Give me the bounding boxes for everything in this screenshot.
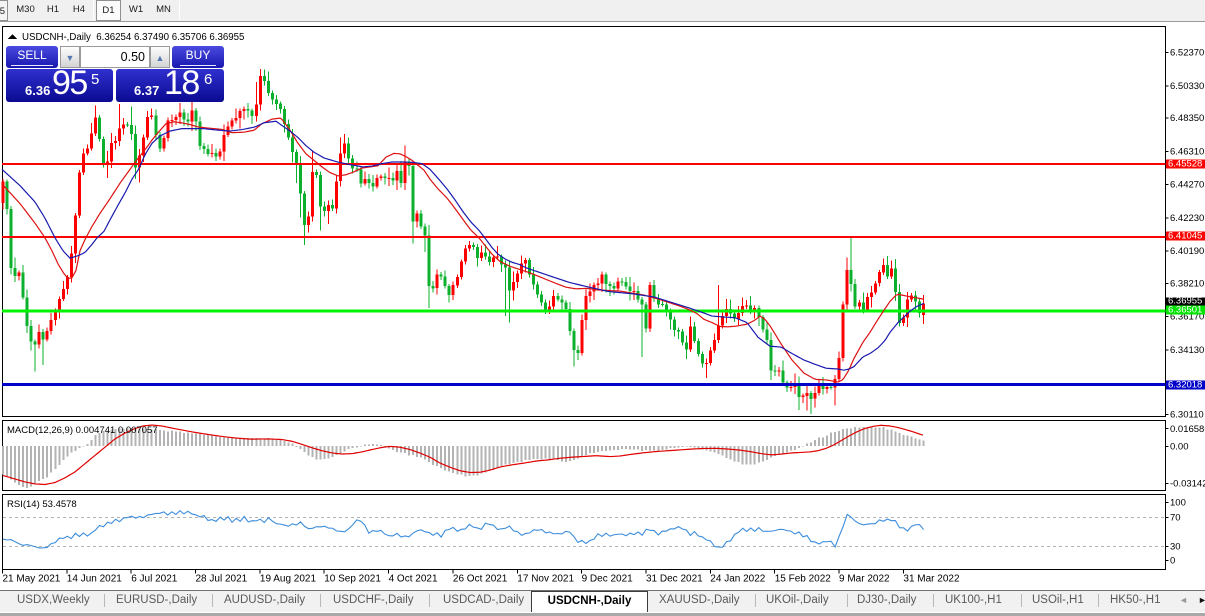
svg-text:100: 100 <box>1170 498 1186 509</box>
svg-text:6.40190: 6.40190 <box>1170 246 1204 257</box>
svg-text:70: 70 <box>1170 513 1181 524</box>
svg-text:6.45528: 6.45528 <box>1168 159 1202 170</box>
svg-text:0.016586: 0.016586 <box>1170 424 1205 435</box>
svg-text:6.44270: 6.44270 <box>1170 180 1204 191</box>
svg-text:9 Mar 2022: 9 Mar 2022 <box>839 574 890 585</box>
svg-text:MACD(12,26,9) 0.004741 0.00705: MACD(12,26,9) 0.004741 0.007057 <box>7 425 158 436</box>
svg-text:24 Jan 2022: 24 Jan 2022 <box>710 574 765 585</box>
svg-text:26 Oct 2021: 26 Oct 2021 <box>453 574 508 585</box>
svg-text:6.32018: 6.32018 <box>1168 380 1202 391</box>
svg-text:USDCNH-,Daily 6.36254 6.37490: USDCNH-,Daily 6.36254 6.37490 6.35706 6.… <box>22 32 244 43</box>
svg-text:0.00: 0.00 <box>1170 442 1189 453</box>
svg-text:6.30110: 6.30110 <box>1170 409 1204 420</box>
svg-text:6.41045: 6.41045 <box>1168 231 1202 242</box>
svg-text:6.38210: 6.38210 <box>1170 278 1204 289</box>
svg-text:RSI(14) 53.4578: RSI(14) 53.4578 <box>7 499 77 510</box>
svg-text:6.52370: 6.52370 <box>1170 48 1204 59</box>
svg-text:6.36955: 6.36955 <box>1168 296 1202 307</box>
svg-text:19 Aug 2021: 19 Aug 2021 <box>260 574 317 585</box>
svg-text:30: 30 <box>1170 542 1181 553</box>
svg-text:28 Jul 2021: 28 Jul 2021 <box>196 574 248 585</box>
svg-text:21 May 2021: 21 May 2021 <box>3 574 61 585</box>
svg-text:6.48350: 6.48350 <box>1170 113 1204 124</box>
svg-text:10 Sep 2021: 10 Sep 2021 <box>324 574 381 585</box>
svg-text:31 Mar 2022: 31 Mar 2022 <box>903 574 960 585</box>
svg-text:6 Jul 2021: 6 Jul 2021 <box>131 574 178 585</box>
svg-text:9 Dec 2021: 9 Dec 2021 <box>582 574 634 585</box>
svg-text:6.46310: 6.46310 <box>1170 146 1204 157</box>
svg-text:6.42230: 6.42230 <box>1170 213 1204 224</box>
svg-text:0: 0 <box>1170 556 1175 567</box>
svg-text:6.36170: 6.36170 <box>1170 312 1204 323</box>
svg-text:4 Oct 2021: 4 Oct 2021 <box>389 574 438 585</box>
svg-text:31 Dec 2021: 31 Dec 2021 <box>646 574 703 585</box>
svg-text:17 Nov 2021: 17 Nov 2021 <box>517 574 574 585</box>
svg-text:15 Feb 2022: 15 Feb 2022 <box>775 574 832 585</box>
svg-text:6.36501: 6.36501 <box>1168 305 1202 316</box>
svg-text:14 Jun 2021: 14 Jun 2021 <box>67 574 122 585</box>
svg-text:6.34130: 6.34130 <box>1170 345 1204 356</box>
svg-text:-0.03142: -0.03142 <box>1170 479 1205 490</box>
svg-text:6.50330: 6.50330 <box>1170 81 1204 92</box>
